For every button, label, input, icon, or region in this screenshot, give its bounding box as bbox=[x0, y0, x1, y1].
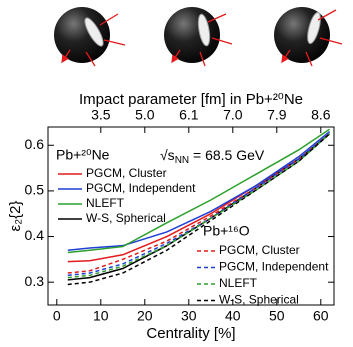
legend-label: PGCM, Cluster bbox=[219, 243, 300, 257]
bowling-ball bbox=[164, 7, 233, 66]
energy-root: √s bbox=[160, 147, 175, 163]
x-tick-label: 60 bbox=[313, 308, 329, 324]
y-tick-label: 0.3 bbox=[25, 273, 45, 289]
x-axis-title: Centrality [%] bbox=[146, 325, 235, 342]
x-tick-label: 10 bbox=[93, 308, 109, 324]
legend-label: PGCM, Independent bbox=[86, 181, 196, 195]
top-axis-title: Impact parameter [fm] in Pb+²⁰Ne bbox=[79, 91, 303, 108]
x-tick-label: 0 bbox=[53, 308, 61, 324]
top-tick-label: 5.0 bbox=[135, 107, 155, 123]
y-tick-label: 0.6 bbox=[25, 136, 45, 152]
legend-label: PGCM, Cluster bbox=[86, 166, 167, 180]
x-tick-label: 20 bbox=[137, 308, 153, 324]
top-tick-label: 7.9 bbox=[267, 107, 287, 123]
legend-label: PGCM, Independent bbox=[219, 260, 329, 274]
legend-label: W-S, Spherical bbox=[86, 211, 166, 225]
y-tick-label: 0.5 bbox=[25, 182, 45, 198]
legend-title: Pb+¹⁶O bbox=[203, 223, 250, 239]
top-tick-label: 8.6 bbox=[311, 107, 331, 123]
top-tick-label: 7.0 bbox=[223, 107, 243, 123]
x-tick-label: 50 bbox=[269, 308, 285, 324]
bowling-ball bbox=[54, 7, 126, 66]
series-line bbox=[67, 130, 331, 251]
bowling-ball bbox=[274, 7, 343, 66]
legend-title: Pb+²⁰Ne bbox=[56, 147, 110, 163]
energy-sub: NN bbox=[175, 155, 189, 166]
x-tick-label: 40 bbox=[225, 308, 241, 324]
illustrations bbox=[54, 7, 343, 66]
top-tick-label: 6.1 bbox=[179, 107, 199, 123]
series-line bbox=[67, 133, 331, 277]
energy-rest: = 68.5 GeV bbox=[189, 147, 265, 163]
y-tick-label: 0.4 bbox=[25, 227, 45, 243]
legend-label: NLEFT bbox=[86, 196, 125, 210]
x-tick-label: 30 bbox=[181, 308, 197, 324]
series-line bbox=[67, 133, 331, 279]
legend-label: W-S, Spherical bbox=[219, 293, 299, 307]
energy-label: √sNN = 68.5 GeV bbox=[160, 147, 265, 166]
plot-frame bbox=[47, 126, 335, 306]
top-tick-label: 3.5 bbox=[91, 107, 111, 123]
y-axis-title: ε₂{2} bbox=[7, 201, 24, 232]
series-line bbox=[67, 128, 331, 254]
legend-label: NLEFT bbox=[219, 276, 258, 290]
